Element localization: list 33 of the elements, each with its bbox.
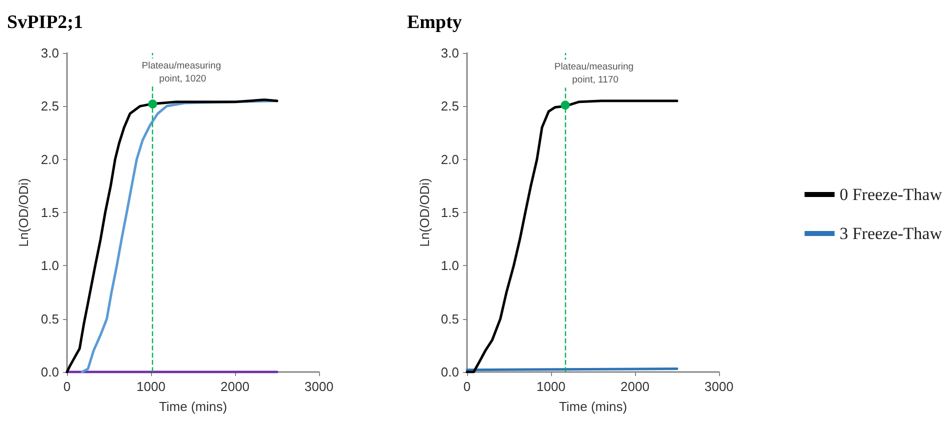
y-axis-title: Ln(OD/ODi) bbox=[16, 178, 32, 247]
annotation: Plateau/measuring point, 1020 bbox=[142, 60, 224, 85]
x-tick-label: 0 bbox=[63, 379, 71, 394]
y-tick-label: 1.0 bbox=[40, 258, 59, 274]
y-tick-label: 0.5 bbox=[440, 311, 459, 326]
y-tick-label: 0.0 bbox=[440, 364, 459, 380]
legend-label: 3 Freeze-Thaw bbox=[840, 224, 943, 243]
annotation: Plateau/measuring point, 1170 bbox=[554, 62, 636, 86]
y-tick-label: 3.0 bbox=[40, 46, 59, 60]
x-tick-label: 3000 bbox=[704, 379, 734, 394]
y-tick-label: 1.5 bbox=[40, 205, 59, 220]
y-axis-title: Ln(OD/ODi) bbox=[417, 178, 432, 247]
x-tick-label: 2000 bbox=[220, 379, 250, 394]
y-tick-label: 0.5 bbox=[40, 311, 59, 326]
y-tick-label: 2.0 bbox=[440, 152, 459, 167]
y-tick-label: 2.5 bbox=[40, 98, 59, 114]
x-tick-label: 1000 bbox=[136, 379, 166, 394]
x-tick-label: 3000 bbox=[304, 379, 334, 394]
legend-label: 0 Freeze-Thaw bbox=[840, 185, 943, 204]
line-series bbox=[466, 100, 678, 374]
chart-title: SvPIP2;1 bbox=[7, 12, 83, 33]
y-tick-label: 2.0 bbox=[40, 152, 59, 167]
x-axis-title: Time (mins) bbox=[158, 399, 228, 414]
y-tick-label: 0.0 bbox=[40, 364, 59, 380]
y-tick-label: 3.0 bbox=[440, 46, 459, 60]
x-tick-label: 1000 bbox=[536, 379, 566, 394]
x-tick-label: 2000 bbox=[620, 379, 650, 394]
y-tick-label: 1.5 bbox=[440, 205, 459, 220]
y-tick-label: 1.0 bbox=[440, 258, 459, 274]
chart-title: Empty bbox=[407, 12, 462, 33]
x-axis-title: Time (mins) bbox=[558, 399, 628, 414]
x-tick-label: 0 bbox=[463, 379, 471, 394]
y-tick-label: 2.5 bbox=[440, 98, 459, 114]
